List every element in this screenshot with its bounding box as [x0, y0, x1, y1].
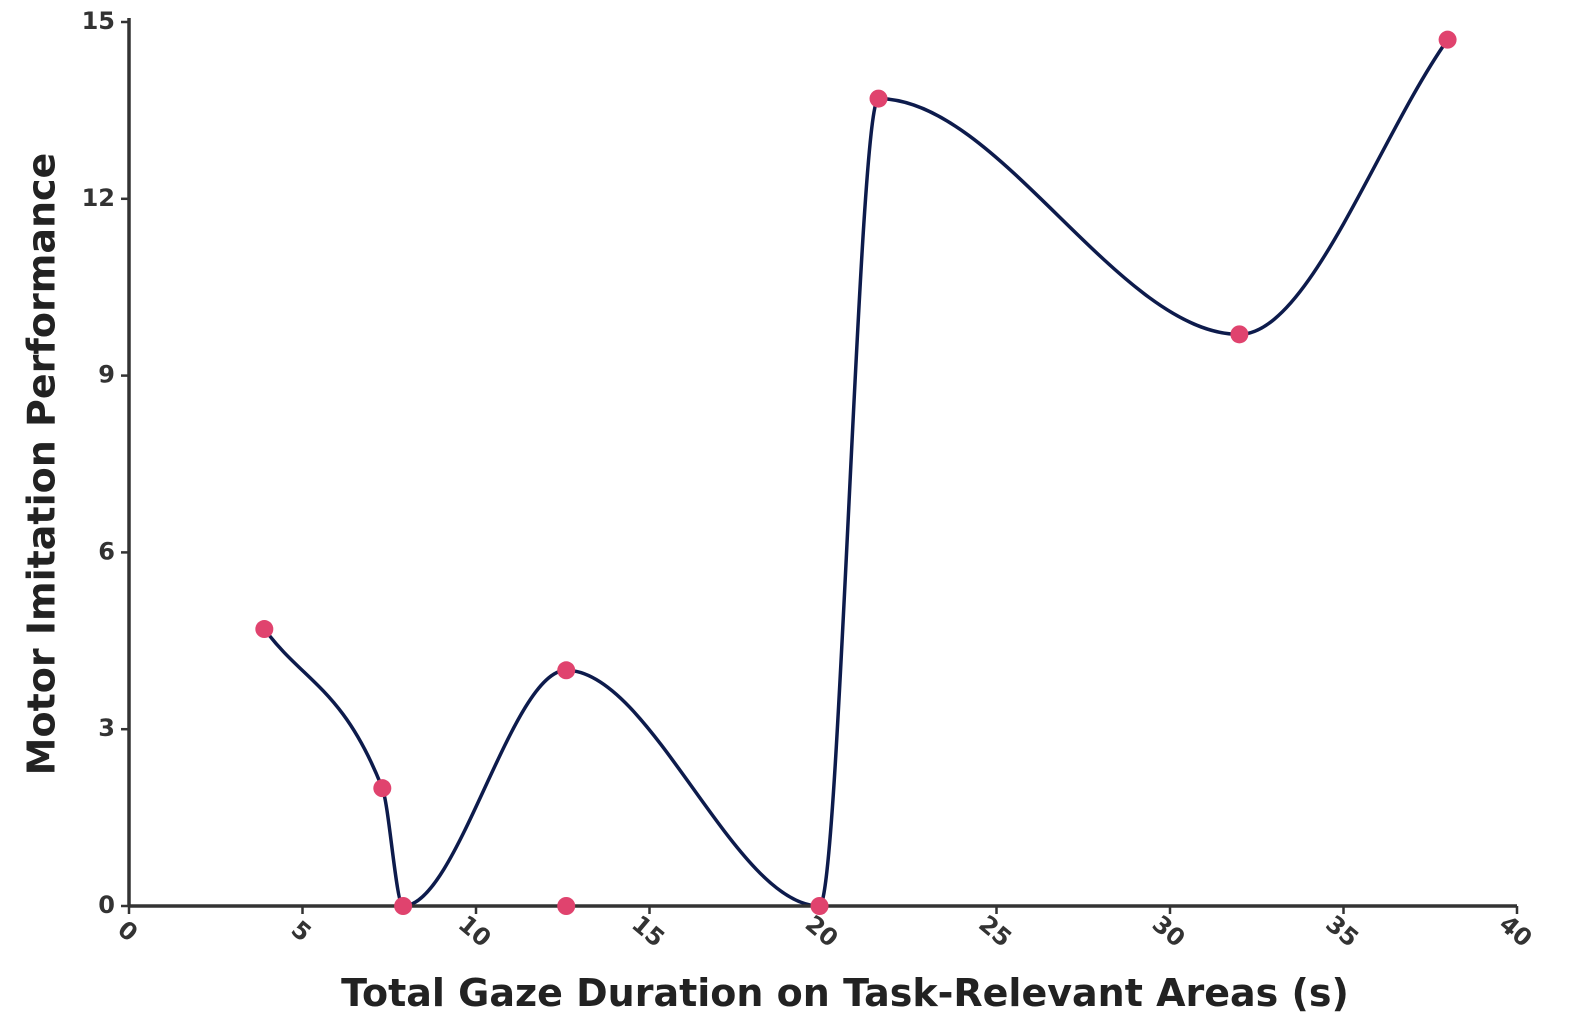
x-tick-label: 35: [1320, 910, 1364, 953]
y-tick-label: 0: [98, 891, 115, 919]
data-point: [1438, 30, 1457, 49]
data-point: [1230, 325, 1249, 344]
y-tick-label: 12: [82, 184, 115, 212]
x-tick-label: 25: [973, 910, 1017, 953]
series-layer: [262, 37, 1450, 908]
x-tick-label: 20: [800, 910, 844, 953]
x-tick-label: 15: [626, 910, 670, 953]
data-point: [810, 897, 829, 915]
data-point: [394, 897, 413, 915]
x-axis-title: Total Gaze Duration on Task-Relevant Are…: [341, 971, 1349, 1015]
x-tick-label: 40: [1494, 910, 1538, 953]
axes-layer: [127, 18, 1517, 908]
x-tick-label: 30: [1147, 910, 1191, 953]
data-point: [255, 620, 274, 639]
data-point: [373, 779, 392, 798]
x-tick-label: 0: [112, 915, 143, 947]
markers-layer: [255, 30, 1457, 915]
data-point: [869, 89, 888, 108]
data-point: [557, 897, 576, 915]
x-tick-label: 10: [453, 910, 497, 953]
y-tick-label: 15: [82, 7, 115, 35]
data-point: [557, 661, 576, 680]
y-axis-title: Motor Imitation Performance: [20, 153, 64, 776]
y-tick-label: 3: [98, 714, 115, 742]
y-ticks: 0 3 6 9 12 15: [82, 7, 129, 919]
y-tick-label: 6: [98, 537, 115, 565]
x-tick-label: 5: [286, 915, 317, 947]
series-line: [262, 37, 1450, 908]
y-tick-label: 9: [98, 361, 115, 389]
